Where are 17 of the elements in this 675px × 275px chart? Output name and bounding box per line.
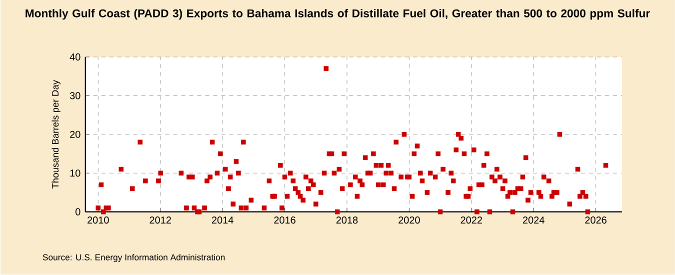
source-note: Source: U.S. Energy Information Administration [42, 254, 225, 262]
chart-title: Monthly Gulf Coast (PADD 3) Exports to Bahama Islands of Distillate Fuel Oil, Greater than 500 to 2000 ppm Sulfur [26, 9, 650, 20]
x-tick-label: 2024 [522, 216, 544, 224]
x-tick-label: 2012 [150, 216, 171, 224]
x-tick-label: 2018 [336, 216, 358, 224]
x-tick-label: 2010 [88, 216, 109, 224]
y-axis-title: Thousand Barrels per Day [52, 80, 60, 189]
y-tick-label: 30 [70, 92, 80, 100]
y-tick-label: 0 [76, 208, 80, 216]
x-tick-label: 2022 [460, 216, 482, 224]
x-tick-label: 2026 [585, 216, 606, 224]
y-tick-label: 40 [70, 54, 80, 61]
y-tick-label: 20 [70, 130, 80, 138]
x-tick-label: 2016 [274, 216, 296, 224]
x-tick-label: 2014 [212, 216, 234, 224]
x-tick-label: 2020 [398, 216, 420, 224]
y-tick-label: 10 [70, 170, 80, 177]
